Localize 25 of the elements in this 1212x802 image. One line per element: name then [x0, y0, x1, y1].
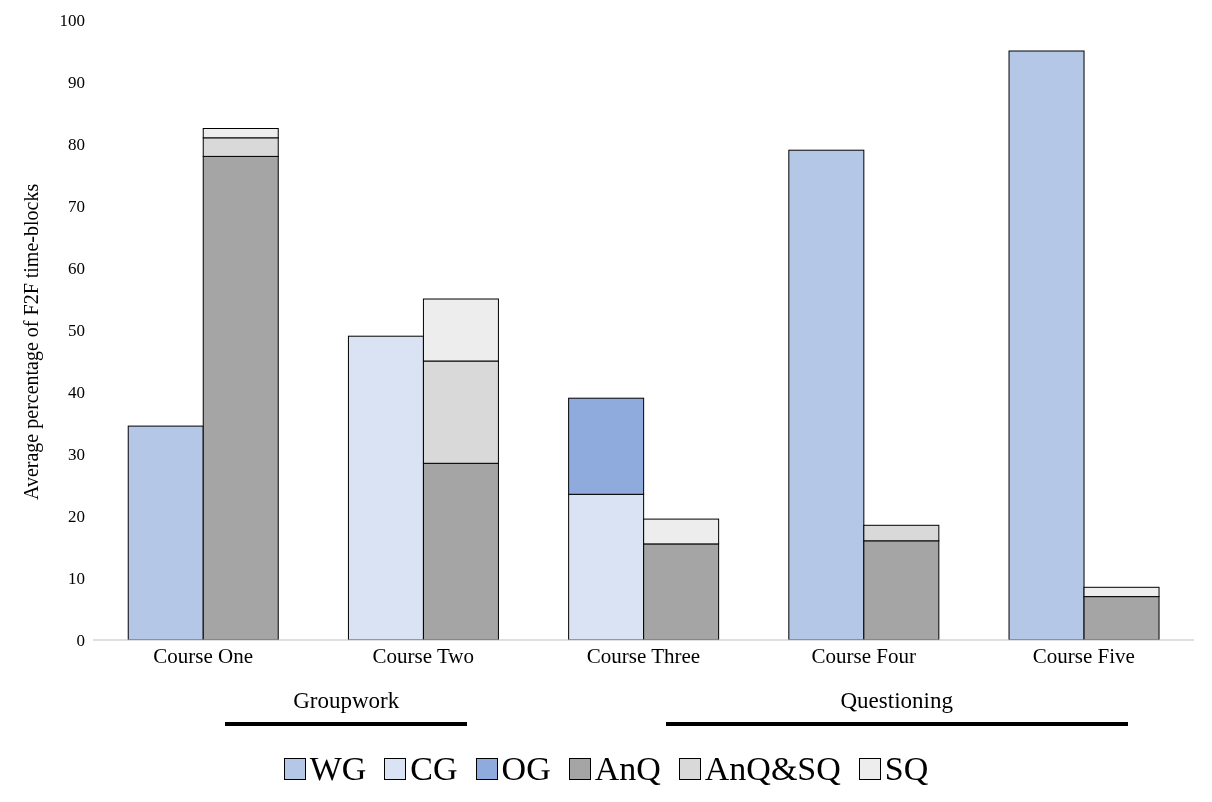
legend-label: OG	[501, 750, 551, 788]
legend-label: WG	[309, 750, 367, 788]
x-tick-label: Course Five	[1032, 643, 1135, 668]
y-tick-label: 100	[59, 11, 85, 31]
y-tick-label: 10	[68, 569, 85, 589]
legend-label: AnQ&SQ	[704, 750, 841, 788]
legend-label: CG	[410, 750, 458, 788]
y-tick-label: 60	[68, 259, 85, 279]
y-tick-label: 0	[76, 631, 85, 651]
x-tick-label: Course One	[153, 643, 253, 668]
text: Groupwork	[292, 688, 401, 714]
x-tick-label: Course Four	[811, 643, 916, 668]
y-axis-title: Average percentage of F2F time-blocks	[20, 183, 44, 500]
y-tick-label: 50	[68, 321, 85, 341]
x-tick-label: Course Two	[372, 643, 474, 668]
y-tick-label: 80	[68, 135, 85, 155]
text: Questioning	[839, 688, 954, 714]
y-tick-label: 40	[68, 383, 85, 403]
y-tick-label: 30	[68, 445, 85, 465]
y-tick-label: 20	[68, 507, 85, 527]
x-tick-label: Course Three	[586, 643, 701, 668]
y-tick-label: 70	[68, 197, 85, 217]
legend-label: AnQ	[594, 750, 661, 788]
y-tick-label: 90	[68, 73, 85, 93]
legend-label: SQ	[884, 750, 929, 788]
